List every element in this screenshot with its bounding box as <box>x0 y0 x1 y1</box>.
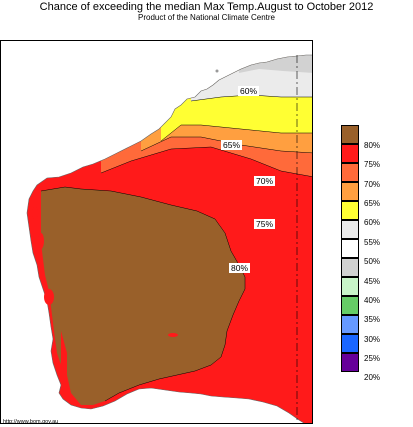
legend-swatch-70 <box>341 163 359 182</box>
legend-swatch-30 <box>341 315 359 334</box>
legend-swatch-45 <box>341 258 359 277</box>
contour-label-70: 70% <box>254 176 276 186</box>
island-4 <box>32 207 38 219</box>
legend-label-60: 60% <box>364 218 381 227</box>
island-5 <box>215 69 219 73</box>
legend-swatch-40 <box>341 277 359 296</box>
contour-label-60: 60% <box>238 86 260 96</box>
map-subtitle: Product of the National Climate Centre <box>138 13 275 22</box>
legend-label-65: 65% <box>364 199 381 208</box>
contour-line-70 <box>100 146 312 177</box>
legend-label-75: 75% <box>364 160 381 169</box>
western-australia-map <box>26 54 312 423</box>
legend-swatch-20 <box>341 353 359 372</box>
legend-label-55: 55% <box>364 238 381 247</box>
legend-label-50: 50% <box>364 257 381 266</box>
map-panel: 60% 65% 70% 75% 80% <box>0 40 313 424</box>
island-2 <box>38 233 44 249</box>
coastline <box>26 54 312 423</box>
probability-bands <box>27 55 312 423</box>
legend-label-25: 25% <box>364 354 381 363</box>
legend-swatch-50 <box>341 239 359 258</box>
band-80 <box>41 187 245 405</box>
legend-label-20: 20% <box>364 373 381 382</box>
source-url: http://www.bom.gov.au <box>3 419 59 425</box>
legend-label-45: 45% <box>364 277 381 286</box>
contour-line-60 <box>160 124 312 142</box>
legend-label-40: 40% <box>364 296 381 305</box>
legend-swatch-55 <box>341 220 359 239</box>
contour-label-65: 65% <box>221 140 243 150</box>
legend-swatch-35 <box>341 296 359 315</box>
legend-swatch-25 <box>341 334 359 353</box>
contour-label-80: 80% <box>229 263 251 273</box>
contour-line-80 <box>40 186 246 402</box>
legend-label-35: 35% <box>364 315 381 324</box>
legend-label-80: 80% <box>364 141 381 150</box>
island-3 <box>44 289 54 305</box>
legend-label-70: 70% <box>364 180 381 189</box>
band-45 <box>239 55 312 73</box>
map-title: Chance of exceeding the median Max Temp.… <box>39 1 374 13</box>
legend-swatch-65 <box>341 182 359 201</box>
legend-swatch-60 <box>341 201 359 220</box>
island-1 <box>168 333 178 337</box>
contour-label-75: 75% <box>254 219 276 229</box>
legend <box>341 125 359 372</box>
legend-label-30: 30% <box>364 335 381 344</box>
legend-swatch-80 <box>341 125 359 144</box>
band-75-coast <box>59 331 81 405</box>
legend-swatch-75 <box>341 144 359 163</box>
